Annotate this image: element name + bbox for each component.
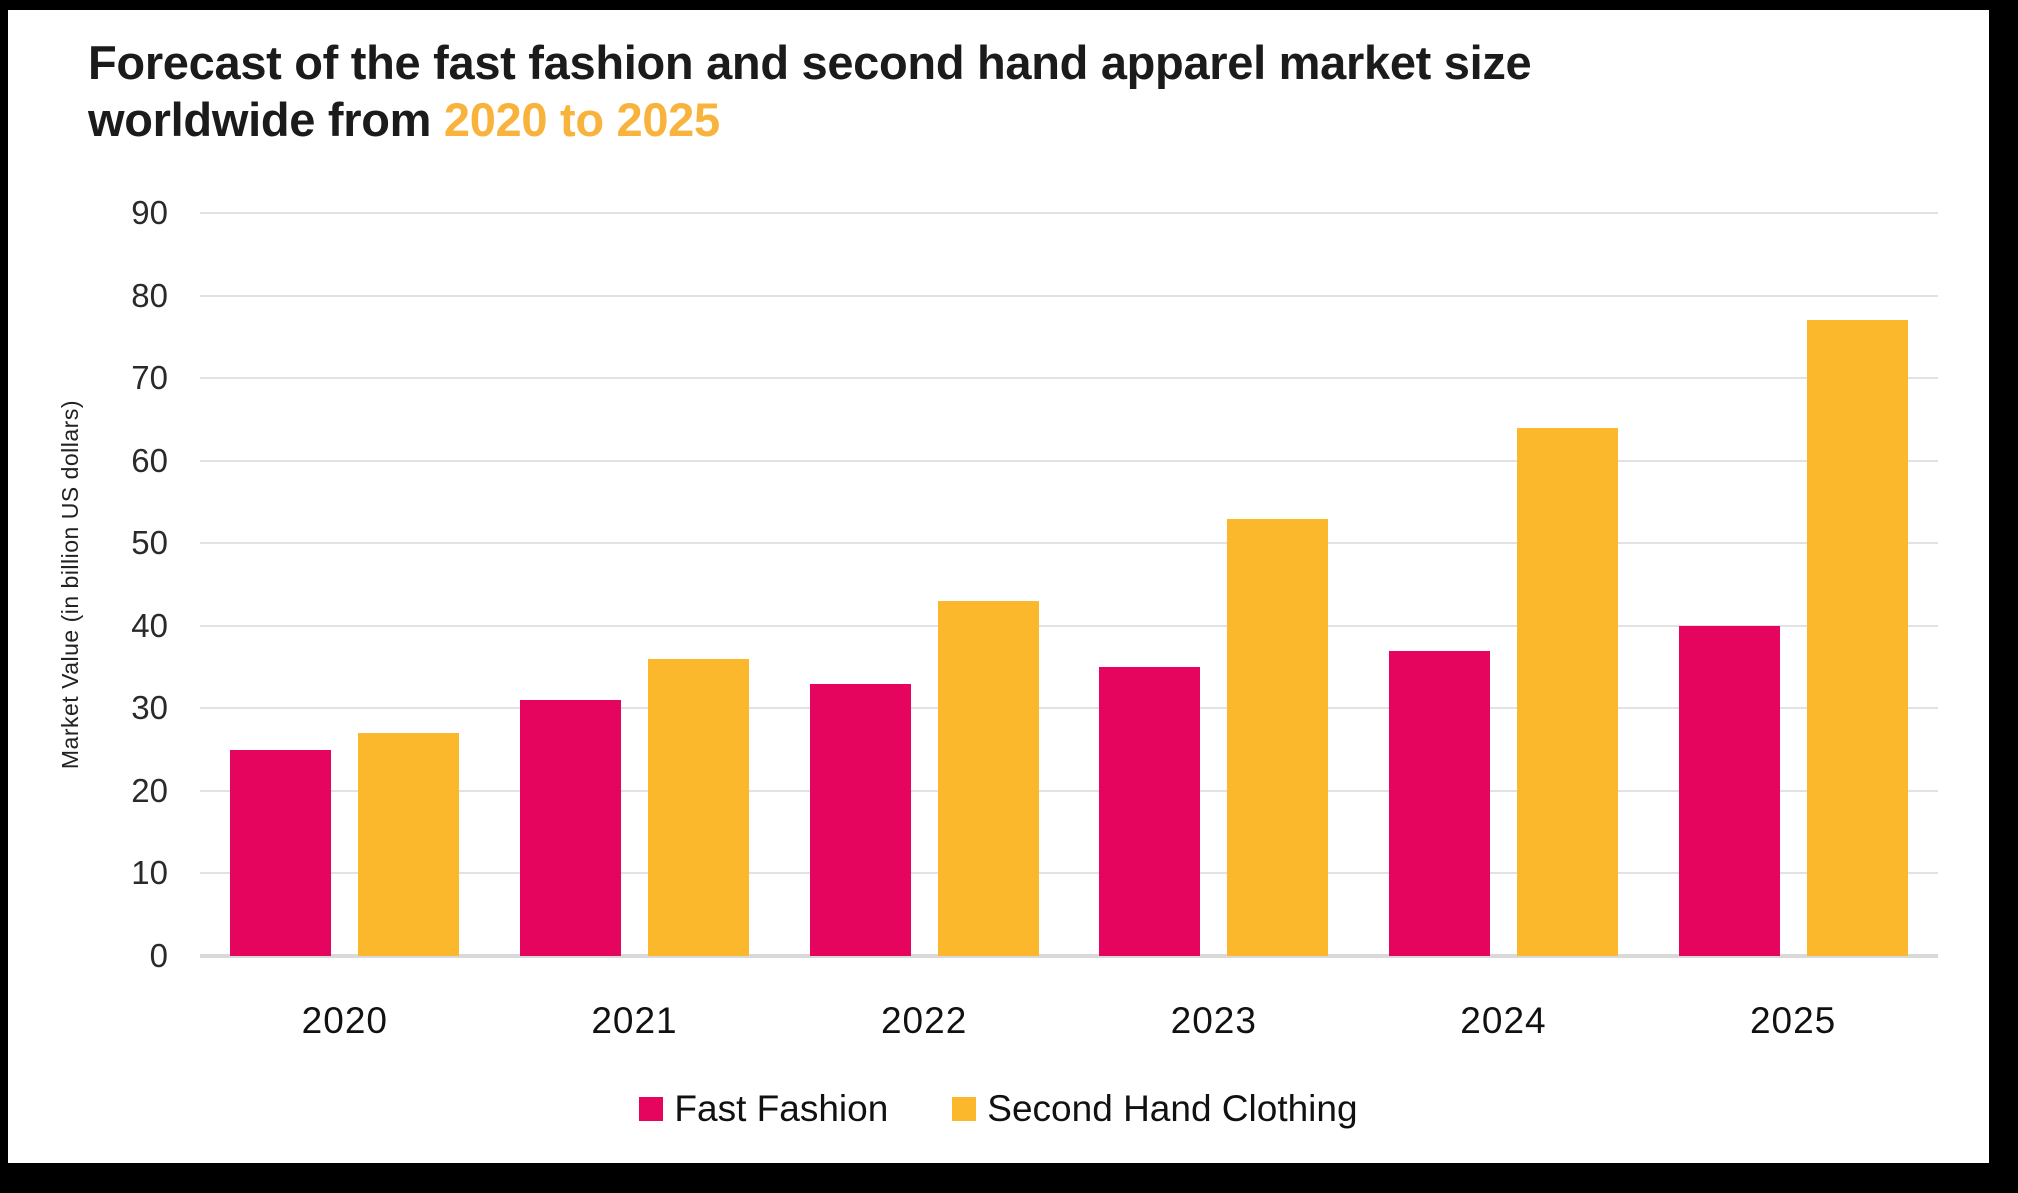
y-tick-label: 10 <box>131 854 168 892</box>
y-tick-label: 40 <box>131 606 168 644</box>
bar-group-2023 <box>1099 213 1329 956</box>
bar-second-hand-clothing-2025 <box>1806 320 1908 956</box>
x-axis-line <box>200 954 1938 958</box>
legend-item-second-hand-clothing: Second Hand Clothing <box>952 1088 1358 1130</box>
bar-group-2024 <box>1388 213 1618 956</box>
bar-group-2022 <box>809 213 1039 956</box>
gridline <box>200 624 1938 627</box>
bar-second-hand-clothing-2020 <box>358 733 460 956</box>
bar-fast-fashion-2023 <box>1099 667 1201 956</box>
bar-fast-fashion-2021 <box>519 700 621 956</box>
title-line2-prefix: worldwide from <box>88 93 444 146</box>
y-tick-label: 80 <box>131 276 168 314</box>
gridline <box>200 872 1938 875</box>
plot-area <box>200 212 1938 958</box>
x-tick-label: 2025 <box>1749 1000 1837 1041</box>
bar-second-hand-clothing-2024 <box>1516 427 1618 956</box>
title-line2-highlight: 2020 to 2025 <box>443 93 720 146</box>
x-axis-labels: 2020 2021 2022 2023 2024 2025 <box>200 1000 1938 1042</box>
x-tick-label: 2020 <box>301 1000 388 1041</box>
legend-swatch <box>952 1097 977 1121</box>
x-tick-label: 2024 <box>1460 1000 1547 1041</box>
bar-second-hand-clothing-2022 <box>937 601 1039 956</box>
gridline <box>200 707 1938 710</box>
x-tick-label: 2022 <box>880 1000 968 1041</box>
bar-group-2025 <box>1678 213 1908 956</box>
y-tick-label: 60 <box>131 441 168 479</box>
y-tick-label: 0 <box>149 937 168 974</box>
chart-title: Forecast of the fast fashion and second … <box>88 34 1532 148</box>
bar-second-hand-clothing-2021 <box>647 658 749 956</box>
x-tick-label: 2023 <box>1170 1000 1257 1041</box>
bar-second-hand-clothing-2023 <box>1227 518 1329 956</box>
bar-fast-fashion-2022 <box>809 683 911 956</box>
y-tick-label: 20 <box>131 771 168 809</box>
y-tick-label: 30 <box>131 689 168 727</box>
x-tick-label: 2021 <box>591 1000 678 1041</box>
gridline <box>200 789 1938 792</box>
plot-region: 0 10 20 30 40 50 60 70 80 90 <box>8 194 1989 974</box>
chart-card: Forecast of the fast fashion and second … <box>8 10 1989 1163</box>
gridline <box>200 542 1938 545</box>
bars-container <box>200 213 1938 956</box>
title-line1: Forecast of the fast fashion and second … <box>88 36 1532 89</box>
legend-label: Second Hand Clothing <box>987 1088 1358 1129</box>
bar-fast-fashion-2025 <box>1678 625 1780 956</box>
bar-group-2020 <box>230 213 460 956</box>
legend: Fast Fashion Second Hand Clothing <box>8 1088 1989 1130</box>
gridline <box>200 459 1938 462</box>
legend-item-fast-fashion: Fast Fashion <box>639 1088 888 1130</box>
y-tick-label: 50 <box>131 524 168 562</box>
bar-fast-fashion-2020 <box>230 749 332 956</box>
bar-fast-fashion-2024 <box>1388 650 1490 956</box>
y-tick-label: 70 <box>131 359 168 397</box>
legend-swatch <box>639 1097 664 1121</box>
gridline <box>200 212 1938 214</box>
legend-label: Fast Fashion <box>674 1088 889 1129</box>
y-tick-label: 90 <box>131 194 168 231</box>
gridline <box>200 377 1938 380</box>
bar-group-2021 <box>519 213 749 956</box>
gridline <box>200 294 1938 297</box>
